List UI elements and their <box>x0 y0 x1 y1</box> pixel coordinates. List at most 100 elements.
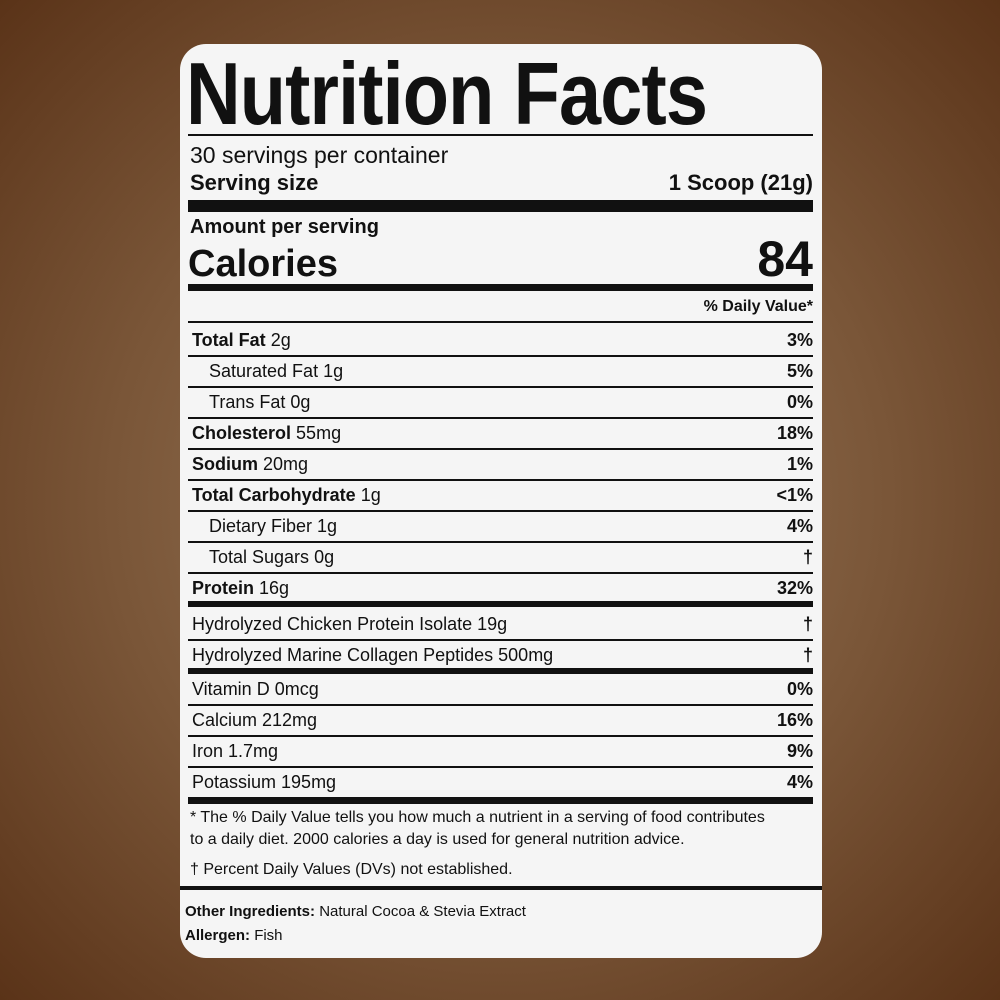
nutrient-row: Sodium 20mg 1% <box>188 449 813 479</box>
nutrient-row: Total Sugars 0g † <box>188 542 813 572</box>
nutrient-name: Total Sugars 0g <box>188 547 334 568</box>
footnote-line-2: to a daily diet. 2000 calories a day is … <box>190 831 685 848</box>
vitamin-dv: 4% <box>786 771 813 792</box>
nutrient-dv: 0% <box>786 391 813 412</box>
daily-value-header-text: % Daily Value* <box>703 298 813 315</box>
nutrient-dv: 5% <box>786 360 813 381</box>
calories-label: Calories <box>188 243 338 285</box>
nutrient-row: Total Fat 2g 3% <box>188 325 813 355</box>
nutrient-label: Total Sugars <box>209 546 310 567</box>
thick-divider <box>188 668 813 674</box>
nutrient-name: Total Fat 2g <box>188 330 291 351</box>
ingredient-name: Hydrolyzed Marine Collagen Peptides 500m… <box>192 644 554 665</box>
nutrient-name: Cholesterol 55mg <box>188 423 341 444</box>
nutrient-amount: 20mg <box>263 453 309 474</box>
nutrient-row: Dietary Fiber 1g 4% <box>188 511 813 541</box>
nutrient-dv: 1% <box>786 453 813 474</box>
nutrient-amount: 0g <box>290 391 311 412</box>
nutrient-name: Sodium 20mg <box>188 454 308 475</box>
other-ingredients-value: Natural Cocoa & Stevia Extract <box>319 903 526 920</box>
other-ingredients-label: Other Ingredients: <box>185 903 316 920</box>
nutrient-name: Protein 16g <box>188 578 289 599</box>
nutrient-dv: 18% <box>776 422 813 443</box>
nutrient-row: Trans Fat 0g 0% <box>188 387 813 417</box>
other-ingredients: Other Ingredients: Natural Cocoa & Stevi… <box>185 901 526 923</box>
vitamin-name: Vitamin D 0mcg <box>192 678 319 699</box>
nutrient-dv: † <box>802 546 813 567</box>
nutrient-dv: 3% <box>786 329 813 350</box>
divider <box>188 510 813 512</box>
vitamin-dv: 16% <box>776 709 813 730</box>
thick-divider <box>188 797 813 804</box>
divider <box>188 479 813 481</box>
nutrient-name: Saturated Fat 1g <box>188 361 343 382</box>
nutrient-dv: 32% <box>776 577 813 598</box>
ingredient-dv: † <box>802 613 813 634</box>
nutrient-row: Cholesterol 55mg 18% <box>188 418 813 448</box>
nutrient-row: Hydrolyzed Marine Collagen Peptides 500m… <box>188 640 813 670</box>
divider <box>188 766 813 768</box>
ingredient-dv: † <box>802 644 813 665</box>
divider <box>188 639 813 641</box>
divider <box>188 134 813 136</box>
servings-per-container: 30 servings per container <box>190 142 449 168</box>
nutrient-amount: 1g <box>360 484 381 505</box>
nutrient-row: Protein 16g 32% <box>188 573 813 603</box>
nutrient-amount: 16g <box>259 577 290 598</box>
nutrient-row: Hydrolyzed Chicken Protein Isolate 19g † <box>188 609 813 639</box>
footnote-daily-value: * The % Daily Value tells you how much a… <box>190 807 765 851</box>
nutrient-dv: <1% <box>776 484 813 505</box>
serving-size-row: Serving size 1 Scoop (21g) <box>188 169 813 197</box>
nutrient-row: Iron 1.7mg 9% <box>188 736 813 766</box>
vitamin-name: Potassium 195mg <box>192 771 337 792</box>
thick-divider <box>188 200 813 212</box>
nutrient-dv: 4% <box>786 515 813 536</box>
serving-size-value: 1 Scoop (21g) <box>668 170 813 195</box>
allergen: Allergen: Fish <box>185 925 283 947</box>
vitamin-name: Calcium 212mg <box>192 709 318 730</box>
divider <box>188 386 813 388</box>
nutrient-amount: 1g <box>317 515 338 536</box>
amount-per-serving: Amount per serving <box>190 216 379 238</box>
daily-value-header: % Daily Value* <box>188 294 813 320</box>
nutrient-amount: 55mg <box>296 422 342 443</box>
divider <box>188 355 813 357</box>
nutrient-label: Protein <box>192 577 255 598</box>
allergen-value: Fish <box>254 927 283 944</box>
ingredient-name: Hydrolyzed Chicken Protein Isolate 19g <box>192 613 508 634</box>
nutrient-label: Cholesterol <box>192 422 292 443</box>
nutrient-row: Total Carbohydrate 1g <1% <box>188 480 813 510</box>
serving-size-label: Serving size <box>190 170 319 195</box>
nutrient-name: Trans Fat 0g <box>188 392 310 413</box>
thick-divider <box>188 601 813 607</box>
calories-value: 84 <box>757 231 813 287</box>
nutrient-row: Saturated Fat 1g 5% <box>188 356 813 386</box>
divider <box>180 886 822 890</box>
divider <box>188 572 813 574</box>
nutrient-label: Trans Fat <box>209 391 286 412</box>
footnote-line-1: * The % Daily Value tells you how much a… <box>190 809 765 826</box>
allergen-label: Allergen: <box>185 927 251 944</box>
nutrient-row: Calcium 212mg 16% <box>188 705 813 735</box>
nutrient-name: Dietary Fiber 1g <box>188 516 337 537</box>
label-title: Nutrition Facts <box>186 44 708 143</box>
vitamin-dv: 0% <box>786 678 813 699</box>
vitamin-name: Iron 1.7mg <box>192 740 279 761</box>
vitamin-dv: 9% <box>786 740 813 761</box>
nutrient-label: Dietary Fiber <box>209 515 313 536</box>
footnote-dagger: † Percent Daily Values (DVs) not establi… <box>190 861 513 878</box>
divider <box>188 704 813 706</box>
nutrient-label: Saturated Fat <box>209 360 319 381</box>
nutrient-label: Sodium <box>192 453 258 474</box>
nutrient-row: Potassium 195mg 4% <box>188 767 813 797</box>
nutrient-label: Total Fat <box>192 329 266 350</box>
nutrient-name: Total Carbohydrate 1g <box>188 485 381 506</box>
divider <box>188 448 813 450</box>
nutrient-amount: 2g <box>270 329 291 350</box>
divider <box>188 417 813 419</box>
calories-row: Calories 84 <box>188 234 813 285</box>
nutrition-label: Nutrition Facts 30 servings per containe… <box>180 44 822 958</box>
divider <box>188 735 813 737</box>
thick-divider <box>188 284 813 291</box>
divider <box>188 541 813 543</box>
